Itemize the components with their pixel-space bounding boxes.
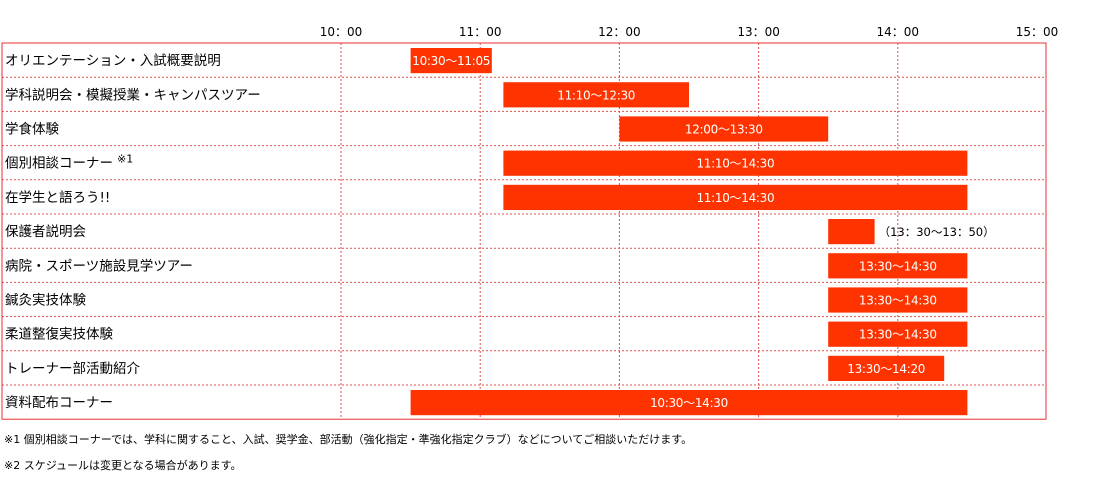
row-label: 保護者説明会: [5, 224, 86, 240]
footnote-2: ※2 スケジュールは変更となる場合があります。: [4, 459, 242, 472]
bar-label: 11:10～14:30: [696, 191, 774, 205]
chart-border: [1, 42, 1047, 420]
bar-label: 10:30～11:05: [412, 54, 490, 68]
bar-label: 11:10～14:30: [696, 157, 774, 171]
gantt-bar: [828, 219, 875, 245]
gantt-bar: [828, 253, 968, 279]
bar-label: 10:30～14:30: [650, 396, 728, 410]
bar-label: 13:30～14:30: [859, 328, 937, 342]
x-tick-label: 13：00: [737, 25, 780, 39]
x-tick-label: 10：00: [320, 25, 363, 39]
row-label: 個別相談コーナー ※1: [5, 153, 133, 172]
bar-label: 11:10～12:30: [557, 88, 635, 102]
gantt-bar: [410, 48, 492, 74]
x-tick-label: 15：00: [1016, 25, 1059, 39]
bar-label: （13：30～13：50）: [879, 225, 995, 239]
gantt-bar: [503, 150, 968, 176]
row-label: 柔道整復実技体験: [5, 326, 113, 343]
footnote-1: ※1 個別相談コーナーでは、学科に関すること、入試、奨学金、部活動（強化指定・準…: [4, 433, 693, 446]
row-label: 資料配布コーナー: [5, 395, 113, 411]
bar-label: 13:30～14:30: [859, 294, 937, 308]
row-label: オリエンテーション・入試概要説明: [5, 53, 221, 69]
gantt-bar: [503, 82, 689, 108]
gantt-bar: [828, 287, 968, 313]
row-label: 学食体験: [5, 121, 59, 138]
row-label: 学科説明会・模擬授業・キャンパスツアー: [5, 87, 261, 103]
gantt-bar: [828, 355, 945, 381]
x-tick-label: 12：00: [598, 25, 641, 39]
bar-label: 13:30～14:30: [859, 259, 937, 273]
row-label: 病院・スポーツ施設見学ツアー: [5, 258, 193, 274]
bar-label: 12:00～13:30: [685, 123, 763, 137]
x-tick-label: 11：00: [459, 25, 502, 39]
bar-label: 13:30～14:20: [847, 362, 925, 376]
gantt-bar: [410, 390, 968, 416]
gantt-bar: [503, 184, 968, 210]
row-label: トレーナー部活動紹介: [5, 361, 140, 377]
row-label: 在学生と語ろう!!: [5, 189, 110, 206]
gantt-bar: [828, 321, 968, 347]
x-tick-label: 14：00: [877, 25, 920, 39]
gantt-bar: [619, 116, 829, 142]
row-label: 鍼灸実技体験: [5, 292, 86, 309]
